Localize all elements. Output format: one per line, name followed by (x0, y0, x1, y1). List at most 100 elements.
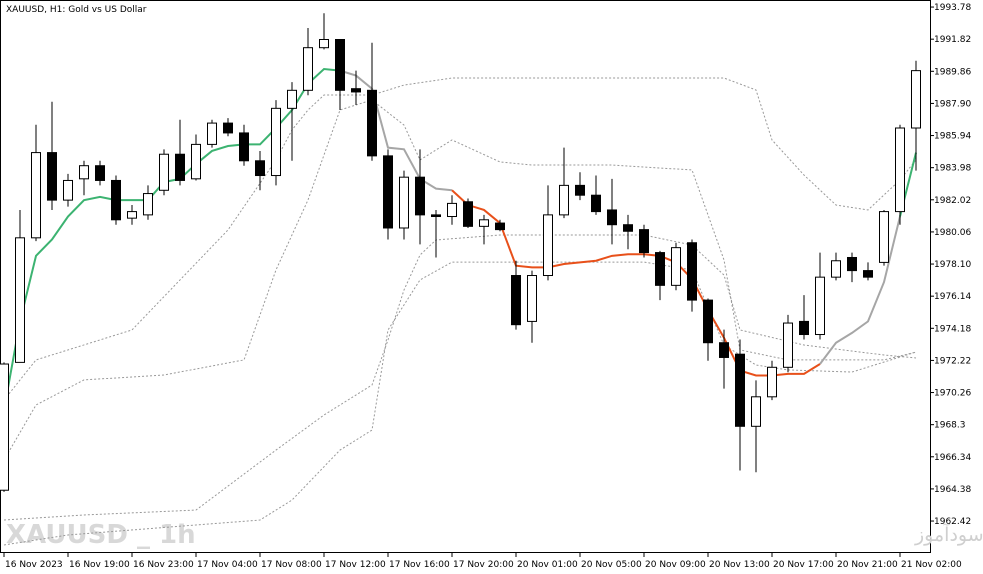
candle-body (687, 242, 697, 301)
candle-body (447, 202, 457, 218)
y-tick-label: 1983.98 (934, 164, 971, 174)
candle-body (399, 176, 409, 229)
x-tick-label: 17 Nov 04:00 (197, 560, 258, 570)
x-tick-label: 17 Nov 16:00 (389, 560, 450, 570)
candle-body (79, 165, 89, 180)
candle-body (31, 152, 41, 239)
y-tick-label: 1993.78 (934, 3, 971, 13)
footer-watermark: انتشار در سایت سودآموز (914, 522, 983, 546)
candle-body (271, 107, 281, 177)
candle-body (831, 260, 841, 278)
moving-average-line (3, 67, 341, 411)
candle-body (431, 214, 441, 218)
candle-body (591, 194, 601, 213)
candle-body (879, 211, 889, 263)
y-tick-label: 1989.86 (934, 67, 971, 77)
y-tick-label: 1962.42 (934, 517, 971, 527)
x-tick-label: 16 Nov 19:00 (69, 560, 130, 570)
candle-body (479, 219, 489, 227)
candle-body (847, 256, 857, 272)
candle-body (127, 211, 137, 219)
x-tick-label: 17 Nov 12:00 (325, 560, 386, 570)
x-tick-label: 16 Nov 23:00 (133, 560, 194, 570)
candle-body (191, 143, 201, 180)
candle-body (623, 224, 633, 232)
candle-body (351, 88, 361, 93)
y-tick-label: 1970.26 (934, 389, 971, 399)
candle-body (575, 184, 585, 196)
candle-body (335, 39, 345, 91)
candle-body (175, 153, 185, 181)
x-tick-label: 20 Nov 21:00 (837, 560, 898, 570)
candle-body (95, 165, 105, 181)
x-tick-label: 17 Nov 20:00 (453, 560, 514, 570)
candle-body (799, 320, 809, 336)
candle-body (303, 47, 313, 91)
candle-body (415, 176, 425, 216)
candle-body (767, 366, 777, 398)
candle-body (671, 247, 681, 286)
x-tick-label: 20 Nov 17:00 (773, 560, 834, 570)
candle-body (527, 275, 537, 322)
y-tick-label: 1964.38 (934, 485, 971, 495)
x-tick-label: 20 Nov 09:00 (645, 560, 706, 570)
plot-frame (0, 0, 931, 553)
x-tick-label: 17 Nov 08:00 (261, 560, 322, 570)
band-line (3, 99, 917, 461)
y-tick-label: 1985.94 (934, 132, 971, 142)
candle-body (0, 363, 9, 491)
candle-body (559, 184, 569, 216)
candle-body (735, 353, 745, 427)
candle-body (287, 89, 297, 109)
candle-body (703, 299, 713, 344)
moving-average-line (339, 69, 453, 192)
chart-title: XAUUSD, H1: Gold vs US Dollar (6, 5, 147, 15)
y-tick-label: 1968.3 (934, 421, 966, 431)
band-line (3, 77, 917, 401)
candle-body (319, 39, 329, 49)
x-tick-label: 20 Nov 01:00 (517, 560, 578, 570)
candle-body (111, 179, 121, 221)
candle-body (783, 322, 793, 368)
candle-body (223, 122, 233, 134)
candle-body (607, 209, 617, 226)
candle-body (495, 222, 505, 231)
y-tick-label: 1978.10 (934, 260, 971, 270)
candle-body (911, 70, 921, 129)
candle-body (63, 179, 73, 201)
candle-body (383, 155, 393, 229)
y-tick-label: 1974.18 (934, 324, 971, 334)
candle-body (511, 275, 521, 326)
band-line (3, 261, 917, 546)
moving-average-line (819, 216, 901, 365)
moving-average-line (451, 189, 821, 377)
candle-body (47, 152, 57, 201)
candle-body (463, 201, 473, 227)
candle-body (895, 127, 905, 213)
y-tick-label: 1987.90 (934, 99, 971, 109)
candle-body (239, 132, 249, 162)
x-tick-label: 16 Nov 2023 (5, 560, 63, 570)
x-tick-label: 20 Nov 05:00 (581, 560, 642, 570)
y-tick-label: 1991.82 (934, 35, 971, 45)
x-tick-label: 20 Nov 13:00 (709, 560, 770, 570)
y-tick-label: 1966.34 (934, 453, 971, 463)
y-tick-label: 1980.06 (934, 228, 971, 238)
candle-body (543, 214, 553, 277)
candle-body (367, 89, 377, 157)
candle-body (159, 153, 169, 191)
candle-body (655, 252, 665, 286)
candle-body (863, 270, 873, 278)
y-tick-label: 1972.22 (934, 356, 971, 366)
candle-body (751, 396, 761, 427)
candle-body (143, 193, 153, 216)
y-tick-label: 1982.02 (934, 196, 971, 206)
x-tick-label: 21 Nov 02:00 (901, 560, 962, 570)
candle-body (815, 276, 825, 336)
candle-body (639, 229, 649, 254)
candle-body (15, 237, 25, 363)
candle-body (255, 160, 265, 177)
candle-body (207, 122, 217, 145)
